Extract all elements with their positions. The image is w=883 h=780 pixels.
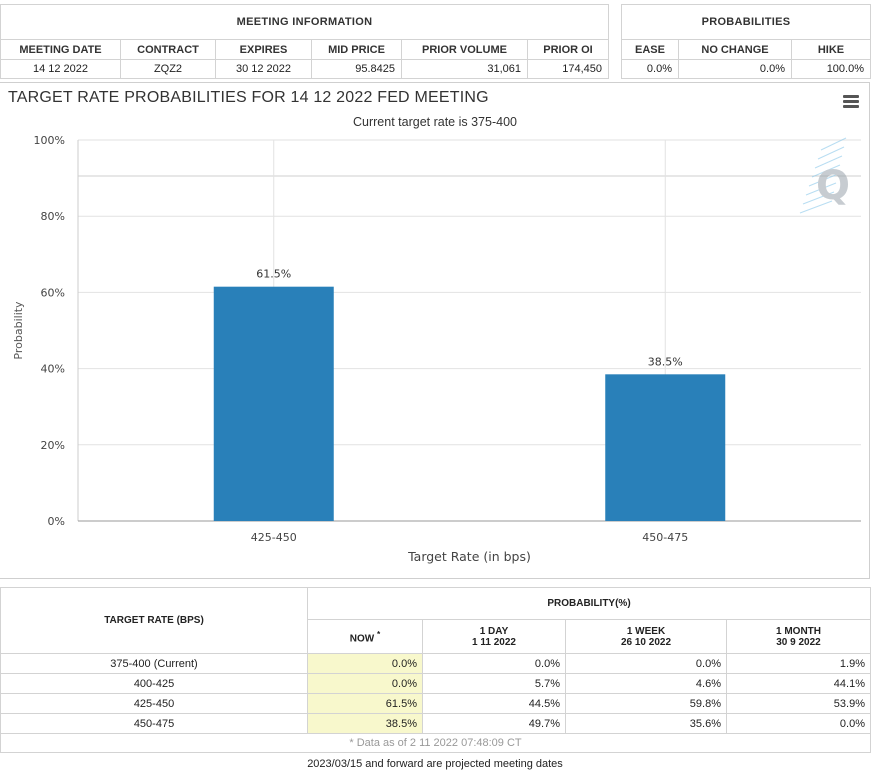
col-meeting-date: MEETING DATE bbox=[0, 39, 121, 60]
table-row: 425-450 61.5% 44.5% 59.8% 53.9% bbox=[0, 693, 871, 714]
bar-chart: 0% 20% 40% 60% 80% 100% 61.5% 425-450 38.5% 450-4… bbox=[12, 134, 861, 564]
chart-panel: 0% 20% 40% 60% 80% 100% 61.5% 425-450 38.5% 450-4… bbox=[0, 82, 870, 579]
meeting-date-value: 14 12 2022 bbox=[0, 59, 121, 79]
chart-subtitle: Current target rate is 375-400 bbox=[353, 115, 517, 129]
data-label: 61.5% bbox=[256, 268, 291, 281]
watermark-logo: Q bbox=[799, 137, 850, 214]
probability-rows: 375-400 (Current) 0.0% 0.0% 0.0% 1.9% 400-425… bbox=[0, 653, 871, 734]
probability-cell: 4.6% bbox=[565, 673, 727, 694]
hamburger-menu-icon[interactable] bbox=[843, 95, 859, 109]
col-prior-volume: PRIOR VOLUME bbox=[401, 39, 528, 60]
projected-dates-note: 2023/03/15 and forward are projected mee… bbox=[307, 758, 563, 770]
bar bbox=[213, 286, 334, 521]
col-1-week: 1 WEEK 26 10 2022 bbox=[565, 619, 727, 654]
col-1-month: 1 MONTH 30 9 2022 bbox=[726, 619, 871, 654]
data-label: 38.5% bbox=[648, 355, 683, 368]
x-tick-label: 450-475 bbox=[642, 531, 688, 544]
col-ease: EASE bbox=[621, 39, 679, 60]
prior-oi-value: 174,450 bbox=[527, 59, 609, 79]
meeting-info-title: MEETING INFORMATION bbox=[0, 4, 609, 40]
col-no-change: NO CHANGE bbox=[678, 39, 792, 60]
rate-cell: 400-425 bbox=[0, 673, 308, 694]
probabilities-panel: PROBABILITIES EASE NO CHANGE HIKE 0.0% 0… bbox=[621, 4, 871, 79]
table-row: 450-475 38.5% 49.7% 35.6% 0.0% bbox=[0, 713, 871, 734]
contract-value: ZQZ2 bbox=[120, 59, 216, 79]
col-expires: EXPIRES bbox=[215, 39, 312, 60]
hike-value: 100.0% bbox=[791, 59, 871, 79]
data-as-of-note: * Data as of 2 11 2022 07:48:09 CT bbox=[0, 733, 871, 753]
prior-volume-value: 31,061 bbox=[401, 59, 528, 79]
bar bbox=[605, 374, 726, 521]
rate-cell: 425-450 bbox=[0, 693, 308, 714]
watermark-text: Q bbox=[816, 163, 850, 209]
y-tick-label: 100% bbox=[34, 134, 65, 147]
x-tick-label: 425-450 bbox=[251, 531, 297, 544]
probability-cell: 5.7% bbox=[422, 673, 566, 694]
chart-title: TARGET RATE PROBABILITIES FOR 14 12 2022… bbox=[8, 89, 489, 106]
mid-price-value: 95.8425 bbox=[311, 59, 402, 79]
y-tick-label: 60% bbox=[41, 286, 65, 299]
col-prior-oi: PRIOR OI bbox=[527, 39, 609, 60]
y-tick-label: 40% bbox=[41, 363, 65, 376]
probability-cell: 53.9% bbox=[726, 693, 871, 714]
meeting-info-panel: MEETING INFORMATION MEETING DATE CONTRAC… bbox=[0, 4, 609, 79]
expires-value: 30 12 2022 bbox=[215, 59, 312, 79]
probability-cell: 1.9% bbox=[726, 653, 871, 674]
col-hike: HIKE bbox=[791, 39, 871, 60]
probability-cell: 35.6% bbox=[565, 713, 727, 734]
y-tick-label: 80% bbox=[41, 210, 65, 223]
no-change-value: 0.0% bbox=[678, 59, 792, 79]
probability-header: PROBABILITY(%) bbox=[307, 587, 871, 620]
probability-cell: 44.1% bbox=[726, 673, 871, 694]
col-1-day: 1 DAY 1 11 2022 bbox=[422, 619, 566, 654]
probability-cell: 49.7% bbox=[422, 713, 566, 734]
target-rate-header: TARGET RATE (BPS) bbox=[0, 587, 308, 654]
x-axis-title: Target Rate (in bps) bbox=[407, 549, 531, 564]
probability-cell: 0.0% bbox=[726, 713, 871, 734]
col-now: NOW * bbox=[307, 619, 423, 654]
probability-cell: 59.8% bbox=[565, 693, 727, 714]
col-contract: CONTRACT bbox=[120, 39, 216, 60]
probabilities-title: PROBABILITIES bbox=[621, 4, 871, 40]
table-row: 375-400 (Current) 0.0% 0.0% 0.0% 1.9% bbox=[0, 653, 871, 674]
y-tick-label: 0% bbox=[48, 515, 65, 528]
asterisk: * bbox=[376, 628, 381, 639]
probability-cell: 61.5% bbox=[307, 693, 423, 714]
probability-cell: 44.5% bbox=[422, 693, 566, 714]
ease-value: 0.0% bbox=[621, 59, 679, 79]
rate-cell: 375-400 (Current) bbox=[0, 653, 308, 674]
probability-cell: 0.0% bbox=[307, 653, 423, 674]
probability-cell: 0.0% bbox=[565, 653, 727, 674]
probability-table-panel: TARGET RATE (BPS) PROBABILITY(%) NOW * 1… bbox=[0, 587, 871, 753]
y-tick-label: 20% bbox=[41, 439, 65, 452]
probability-cell: 38.5% bbox=[307, 713, 423, 734]
y-axis-title: Probability bbox=[12, 301, 25, 360]
rate-cell: 450-475 bbox=[0, 713, 308, 734]
probability-cell: 0.0% bbox=[422, 653, 566, 674]
probability-cell: 0.0% bbox=[307, 673, 423, 694]
table-row: 400-425 0.0% 5.7% 4.6% 44.1% bbox=[0, 673, 871, 694]
col-mid-price: MID PRICE bbox=[311, 39, 402, 60]
